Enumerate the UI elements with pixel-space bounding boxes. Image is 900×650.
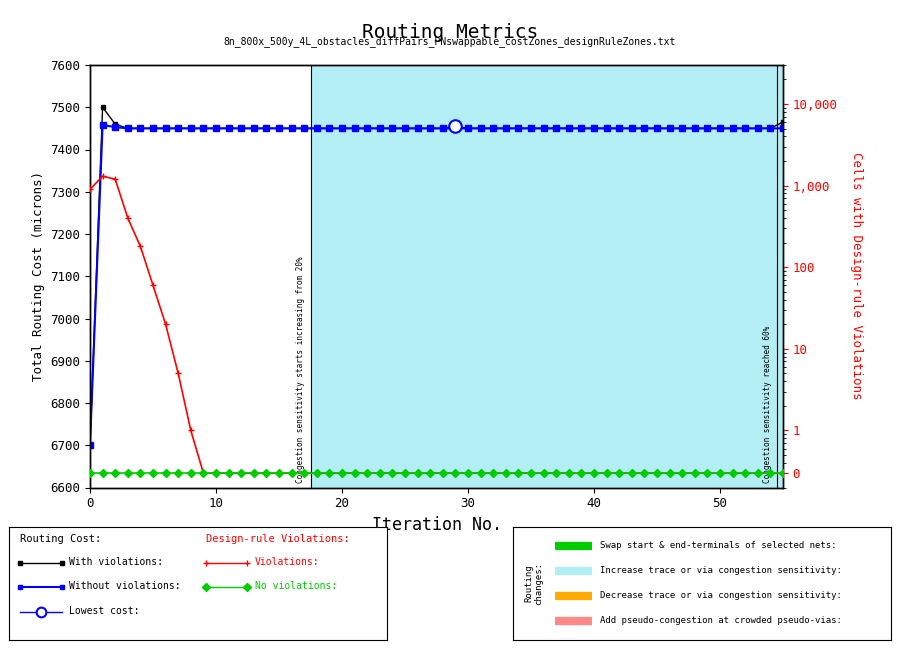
Text: Violations:: Violations: bbox=[255, 557, 320, 567]
Y-axis label: Cells with Design-rule Violations: Cells with Design-rule Violations bbox=[850, 153, 863, 400]
Text: With violations:: With violations: bbox=[69, 557, 164, 567]
Text: Congestion sensitivity reached 60%: Congestion sensitivity reached 60% bbox=[762, 326, 771, 484]
Text: Lowest cost:: Lowest cost: bbox=[69, 606, 140, 616]
Text: Routing Cost:: Routing Cost: bbox=[21, 534, 102, 545]
Text: Routing
changes:: Routing changes: bbox=[524, 562, 544, 605]
Text: Without violations:: Without violations: bbox=[69, 581, 181, 591]
Text: Swap start & end-terminals of selected nets:: Swap start & end-terminals of selected n… bbox=[600, 541, 836, 550]
Y-axis label: Total Routing Cost (microns): Total Routing Cost (microns) bbox=[32, 171, 45, 382]
Text: Decrease trace or via congestion sensitivity:: Decrease trace or via congestion sensiti… bbox=[600, 591, 842, 600]
Text: Add pseudo-congestion at crowded pseudo-vias:: Add pseudo-congestion at crowded pseudo-… bbox=[600, 616, 842, 625]
X-axis label: Iteration No.: Iteration No. bbox=[372, 516, 501, 534]
Text: Increase trace or via congestion sensitivity:: Increase trace or via congestion sensiti… bbox=[600, 566, 842, 575]
Text: 8n_800x_500y_4L_obstacles_diffPairs_PNswappable_costZones_designRuleZones.txt: 8n_800x_500y_4L_obstacles_diffPairs_PNsw… bbox=[224, 36, 676, 47]
Text: Design-rule Violations:: Design-rule Violations: bbox=[205, 534, 349, 545]
Text: Congestion sensitivity starts increasing from 20%: Congestion sensitivity starts increasing… bbox=[296, 257, 305, 484]
Text: No violations:: No violations: bbox=[255, 581, 337, 591]
Bar bbox=[310, 65, 796, 488]
Text: Routing Metrics: Routing Metrics bbox=[362, 23, 538, 42]
